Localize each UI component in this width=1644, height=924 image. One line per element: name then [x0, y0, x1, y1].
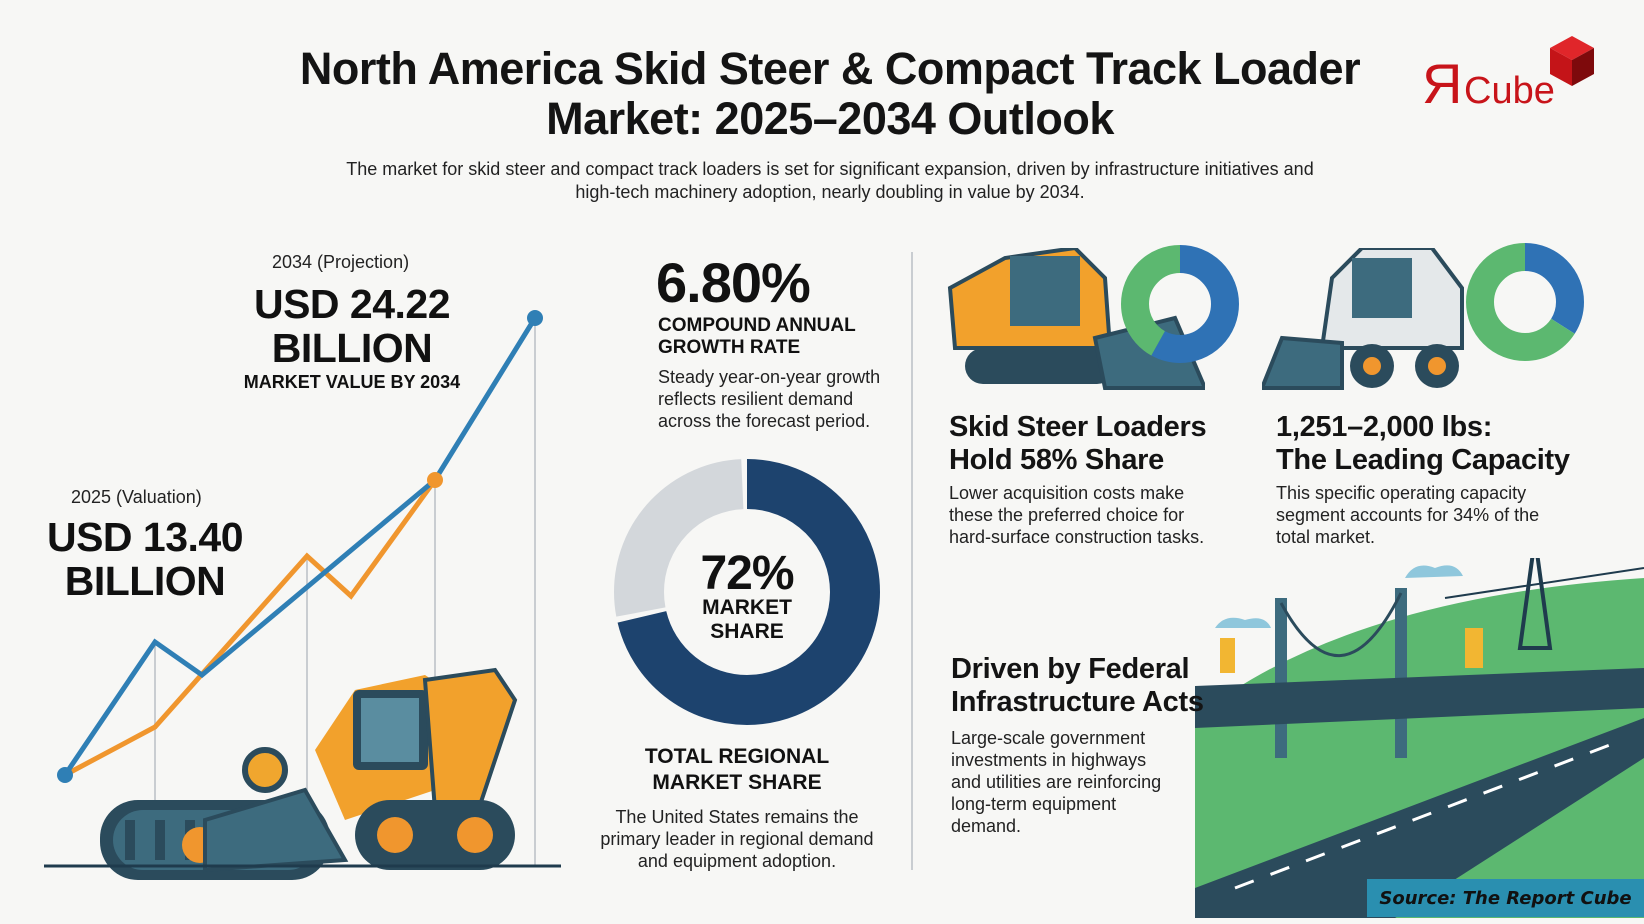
column-divider [911, 252, 913, 870]
page-title: North America Skid Steer & Compact Track… [299, 43, 1361, 144]
svg-text:Cube: Cube [1464, 70, 1555, 112]
infrastructure-description: Large-scale government investments in hi… [951, 728, 1162, 836]
report-cube-logo: Я Cube [1420, 30, 1600, 115]
trend-line-orange [63, 478, 438, 778]
trend-point-2025 [57, 767, 73, 783]
compact-track-loader-illustration [100, 667, 518, 880]
regional-share-donut [614, 459, 880, 725]
regional-share-label: MARKET SHARE [702, 596, 792, 643]
cagr-value: 6.80% [656, 251, 811, 314]
cagr-label: COMPOUND ANNUAL GROWTH RATE [658, 315, 856, 358]
growth-trend-graphic [44, 310, 561, 880]
infrastructure-title: Driven by Federal Infrastructure Acts [951, 653, 1204, 718]
valuation-value: USD 13.40 [46, 514, 244, 560]
regional-share-value: 72% [700, 547, 794, 600]
trend-point-2034 [527, 310, 543, 326]
bridge-infrastructure-illustration [1195, 558, 1644, 918]
page-subtitle: The market for skid steer and compact tr… [346, 159, 1314, 202]
skid-steer-title: Skid Steer Loaders Hold 58% Share [949, 411, 1207, 476]
capacity-title: 1,251–2,000 lbs: The Leading Capacity [1276, 411, 1570, 476]
projection-caption: MARKET VALUE BY 2034 [243, 372, 461, 392]
skid-steer-share-donut [1121, 245, 1239, 363]
skid-steer-description: Lower acquisition costs make these the p… [949, 483, 1205, 547]
source-credit: Source: The Report Cube [1367, 879, 1644, 917]
valuation-unit: BILLION [64, 558, 226, 604]
valuation-year-label: 2025 (Valuation) [71, 487, 202, 507]
wheeled-loader-illustration [1262, 248, 1464, 390]
trend-line-blue [62, 316, 538, 777]
capacity-description: This specific operating capacity segment… [1276, 483, 1540, 547]
projection-year-label: 2034 (Projection) [272, 252, 410, 272]
projection-value: USD 24.22 [253, 281, 451, 327]
svg-text:Я: Я [1422, 52, 1462, 115]
donut-segment-rest [1466, 243, 1584, 361]
donut-segment-rest [614, 459, 880, 725]
capacity-share-donut [1466, 243, 1584, 361]
regional-title: TOTAL REGIONAL MARKET SHARE [644, 745, 830, 794]
projection-unit: BILLION [271, 325, 433, 371]
donut-segment-rest [1121, 245, 1239, 363]
regional-description: The United States remains the primary le… [600, 807, 874, 871]
donut-segment-share [614, 459, 880, 725]
cagr-description: Steady year-on-year growth reflects resi… [658, 367, 881, 431]
trend-point [427, 472, 443, 488]
